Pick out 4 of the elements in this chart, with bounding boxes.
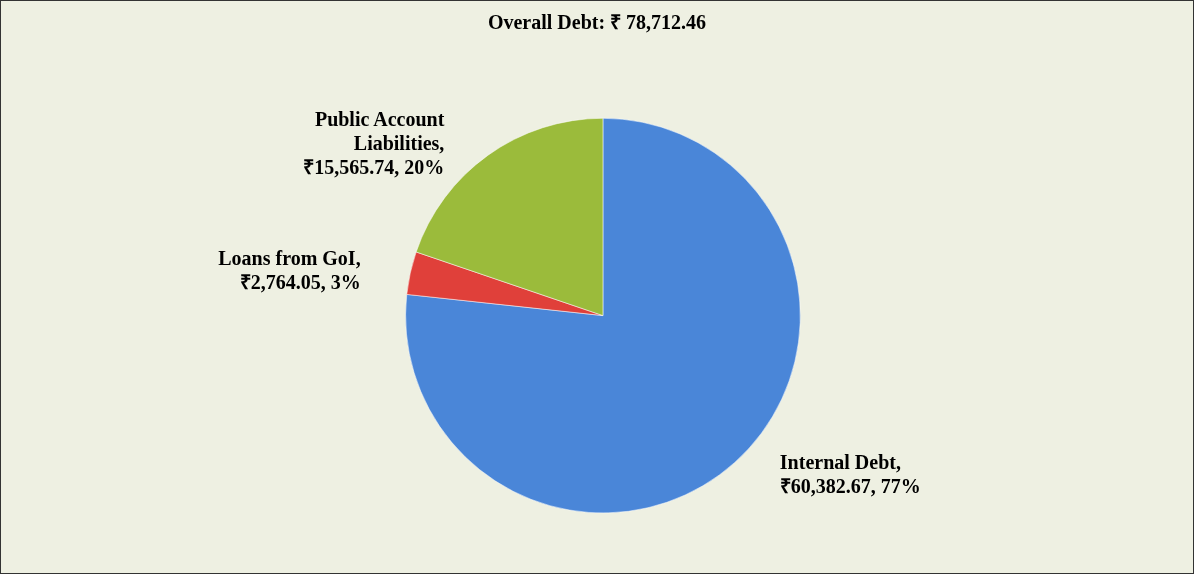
slice-label: Public Account Liabilities, ₹15,565.74, 20% (303, 107, 445, 178)
chart-title: Overall Debt: ₹ 78,712.46 (487, 11, 707, 33)
slice-label: Loans from GoI, ₹2,764.05, 3% (218, 246, 361, 293)
slice-label: Internal Debt, ₹60,382.67, 77% (779, 450, 921, 497)
